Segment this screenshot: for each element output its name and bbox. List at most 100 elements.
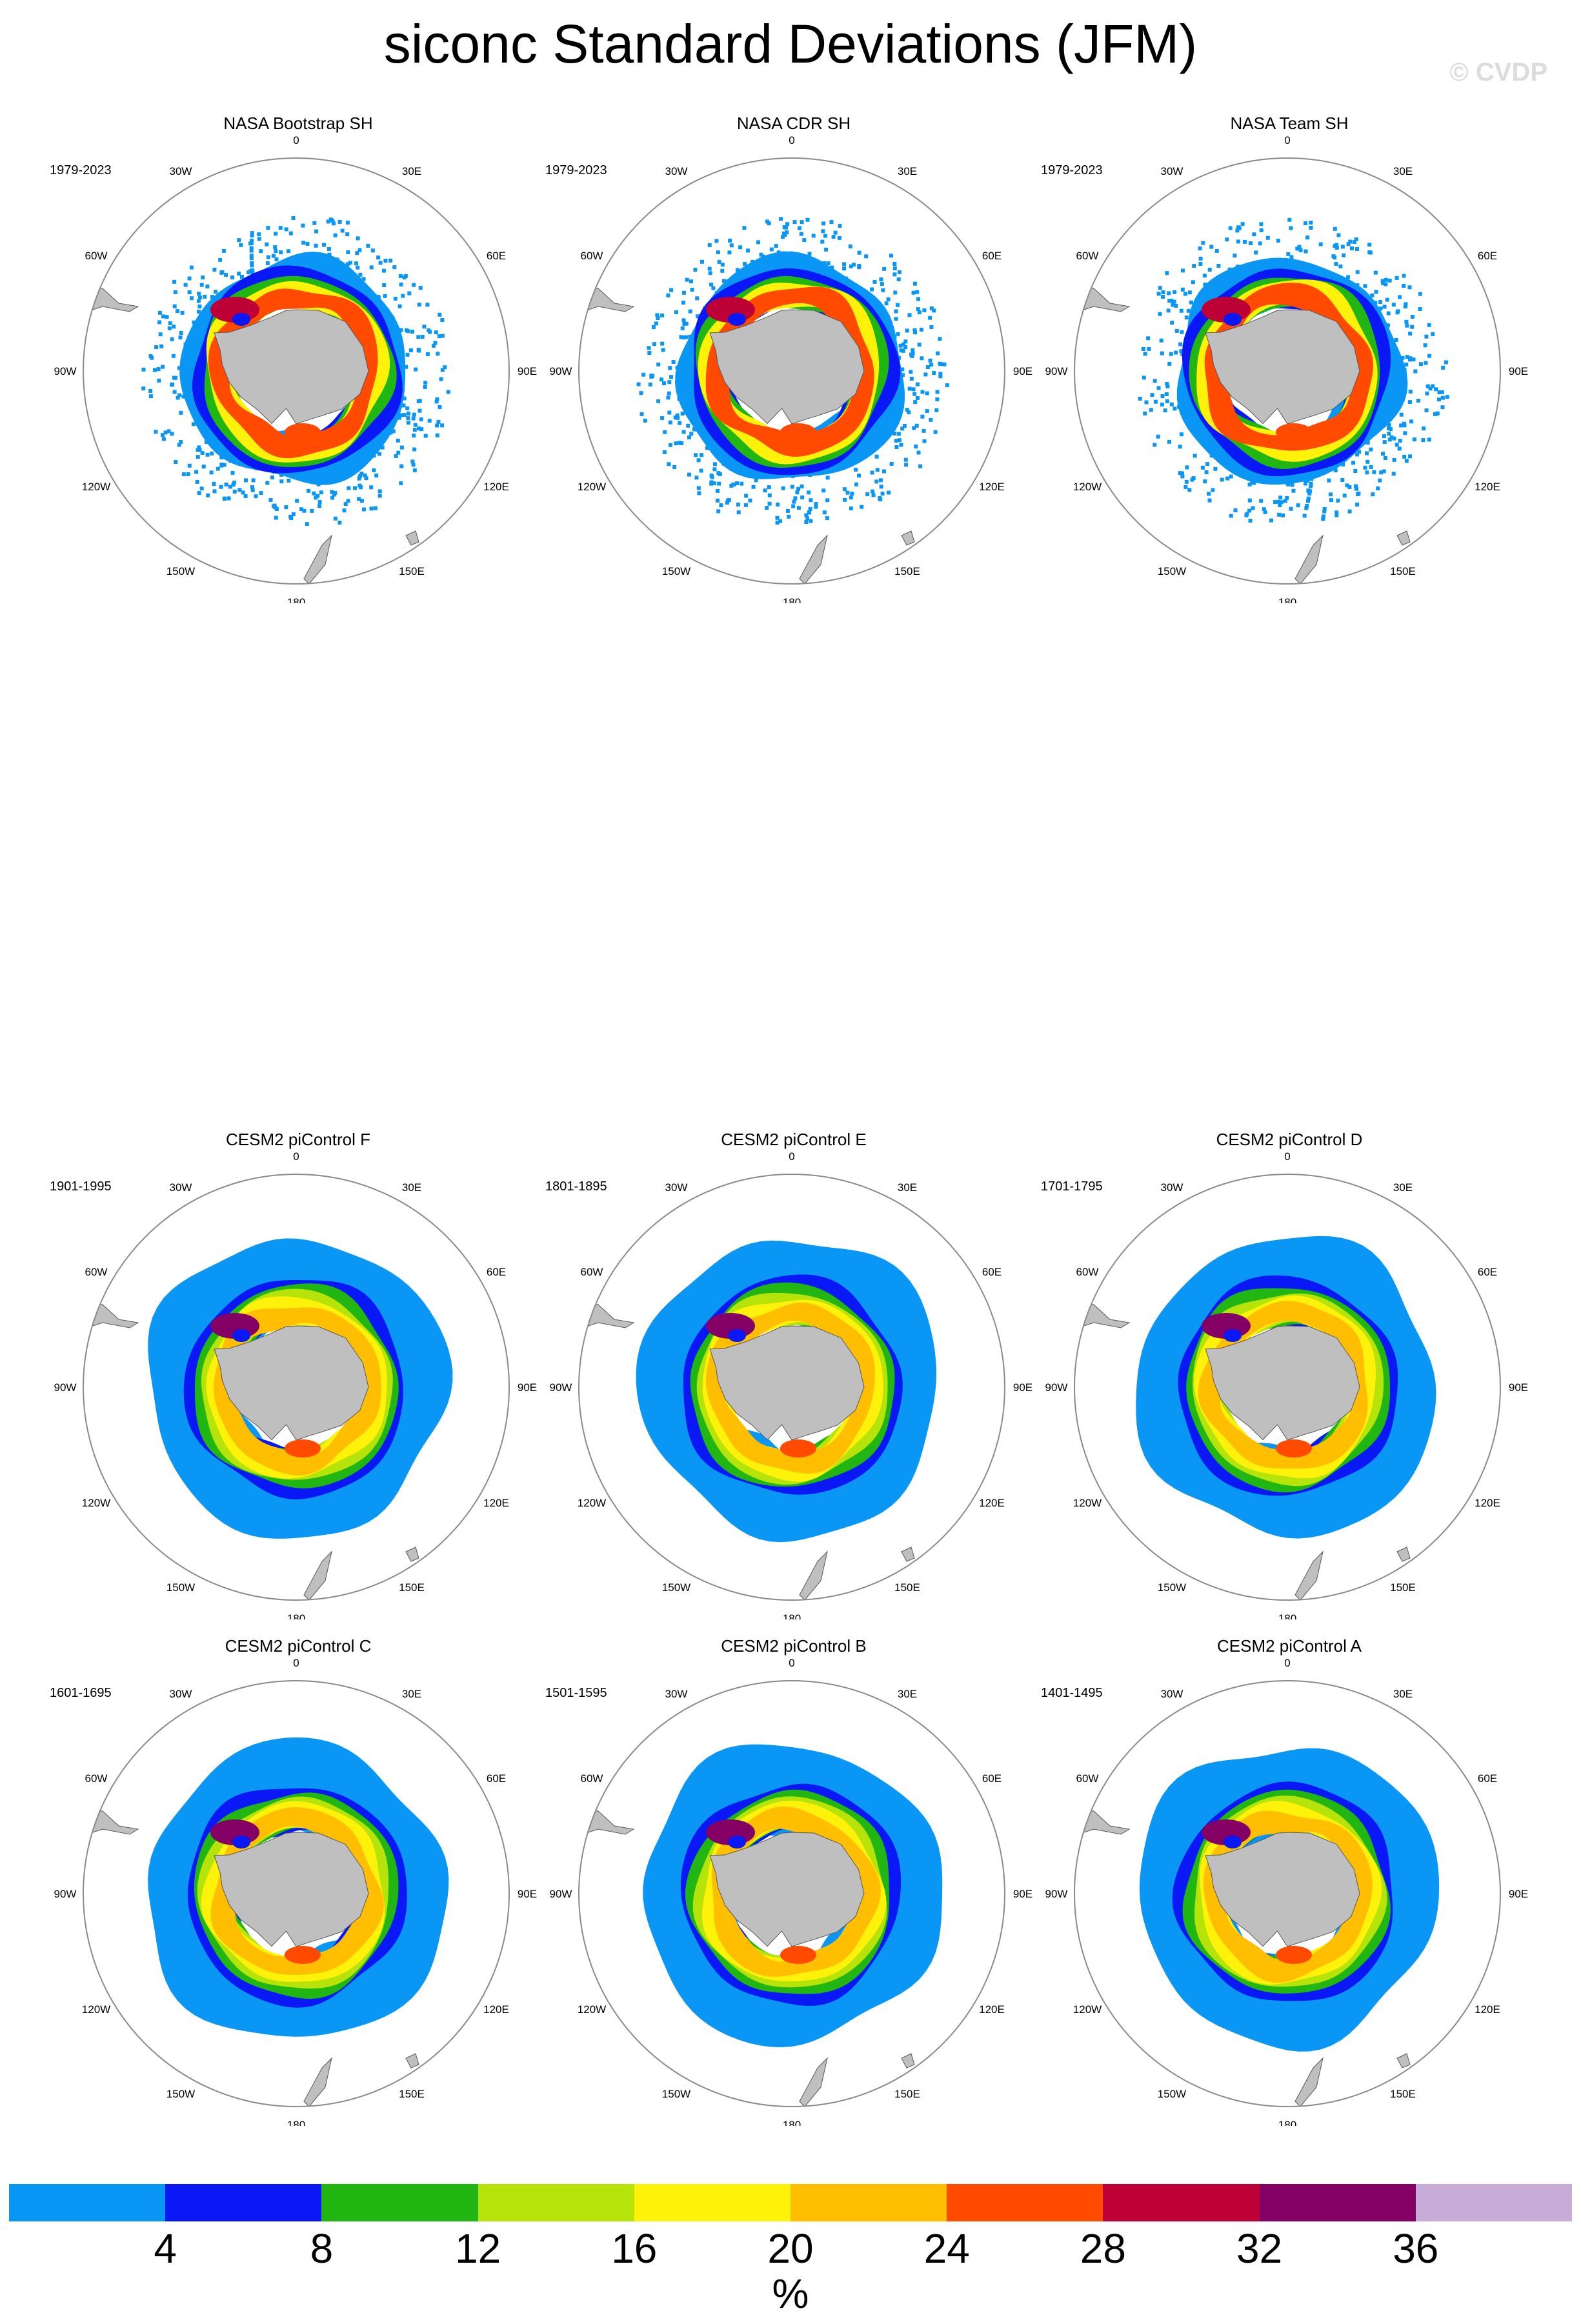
ice-pixel (1289, 506, 1293, 511)
ice-pixel (399, 328, 403, 332)
ice-pixel (823, 234, 828, 238)
ice-pixel (929, 325, 934, 329)
ice-pixel (1184, 479, 1189, 484)
ice-pixel (1441, 365, 1445, 370)
ice-pixel (412, 283, 416, 287)
ice-pixel (378, 261, 383, 265)
ice-pixel (1251, 506, 1255, 510)
ice-pixel (1160, 351, 1164, 356)
ice-pixel (197, 448, 202, 452)
ice-pixel (1356, 491, 1361, 496)
ice-pixel (1142, 376, 1146, 380)
ice-pixel (192, 422, 196, 426)
ice-pixel (912, 328, 917, 332)
longitude-label: 120E (1475, 2003, 1500, 2016)
ice-pixel (288, 514, 293, 519)
ice-pixel (707, 266, 712, 271)
ice-pixel (1304, 506, 1309, 510)
ice-pixel (332, 492, 336, 497)
ice-pixel (435, 433, 439, 437)
ice-pixel (1225, 237, 1229, 242)
ice-pixel (148, 394, 153, 399)
ice-pixel (1167, 299, 1172, 303)
ice-pixel (326, 219, 330, 224)
longitude-label: 0 (293, 1657, 299, 1669)
ice-pixel (181, 472, 186, 477)
tasmania-landmass (1396, 530, 1411, 546)
ice-pixel (1408, 454, 1412, 459)
longitude-label: 30W (1161, 165, 1183, 177)
ice-pixel (896, 332, 900, 336)
ice-pixel (1236, 239, 1240, 244)
panel-title: CESM2 piControl B (721, 1636, 867, 1656)
ice-pixel (729, 243, 734, 248)
longitude-label: 30E (898, 1688, 917, 1700)
ice-pixel (1252, 232, 1256, 237)
ice-pixel (796, 486, 801, 491)
ice-pixel (1191, 280, 1195, 285)
ice-pixel (1407, 400, 1412, 405)
ice-pixel (310, 508, 314, 513)
ice-pixel (1398, 439, 1402, 443)
ice-pixel (433, 341, 438, 345)
longitude-label: 120W (578, 2003, 606, 2016)
ice-pixel (1306, 496, 1311, 501)
ice-pixel (1180, 287, 1185, 292)
ice-pixel (1333, 226, 1337, 231)
map-panel: CESM2 piControl F 1901-1995 0 30E 60E 90E 120E… (50, 1129, 547, 1619)
longitude-label: 0 (1284, 1150, 1290, 1163)
ice-pixel (1169, 352, 1173, 356)
ice-pixel (1372, 470, 1376, 474)
ice-pixel (369, 485, 374, 490)
ice-pixel (661, 348, 665, 352)
ice-pixel (243, 494, 248, 498)
ice-pixel (158, 332, 163, 337)
ice-pixel (1258, 241, 1262, 246)
antarctica-landmass (709, 1832, 865, 1947)
ice-pixel (1296, 503, 1300, 508)
ice-pixel (1334, 510, 1339, 515)
ice-pixel (1424, 408, 1429, 412)
new-zealand-landmass (1294, 1550, 1324, 1600)
ice-pixel (1165, 384, 1170, 388)
ice-pixel (785, 508, 790, 513)
ice-pixel (210, 451, 214, 456)
ice-pixel (716, 509, 721, 514)
ice-pixel (1382, 305, 1387, 309)
ice-pixel (240, 275, 244, 279)
longitude-label: 180 (287, 2119, 305, 2126)
panel-years: 1901-1995 (50, 1179, 112, 1194)
colorbar-tick-label: 12 (455, 2225, 501, 2272)
ice-pixel (1290, 483, 1294, 487)
ice-pixel (914, 445, 918, 449)
ice-pixel (688, 309, 692, 314)
ice-pixel (443, 365, 447, 370)
ice-pixel (1385, 323, 1390, 328)
ice-pixel (153, 368, 157, 372)
ice-pixel (392, 265, 397, 270)
ice-pixel (831, 235, 836, 239)
ice-pixel (1183, 485, 1188, 489)
ice-pixel (742, 226, 747, 230)
ice-pixel (345, 221, 350, 225)
longitude-label: 180 (783, 1612, 801, 1619)
ice-pixel (180, 310, 185, 315)
ice-pixel (224, 273, 228, 277)
ice-pixel (907, 410, 911, 415)
ice-pixel (301, 241, 306, 245)
longitude-label: 180 (287, 1612, 305, 1619)
ice-pixel (1283, 499, 1287, 503)
ice-pixel (359, 499, 364, 503)
ice-pixel (1216, 264, 1221, 268)
ice-pixel (800, 495, 805, 499)
ice-pixel (358, 272, 363, 277)
ice-pixel (1355, 247, 1359, 251)
ice-pixel (902, 424, 907, 428)
ice-pixel (1346, 275, 1351, 279)
ice-pixel (177, 366, 181, 370)
ice-pixel (667, 380, 672, 385)
ice-pixel (257, 237, 261, 241)
tasmania-landmass (901, 2053, 915, 2069)
ice-pixel (1171, 303, 1175, 307)
ice-pixel (1431, 384, 1435, 388)
